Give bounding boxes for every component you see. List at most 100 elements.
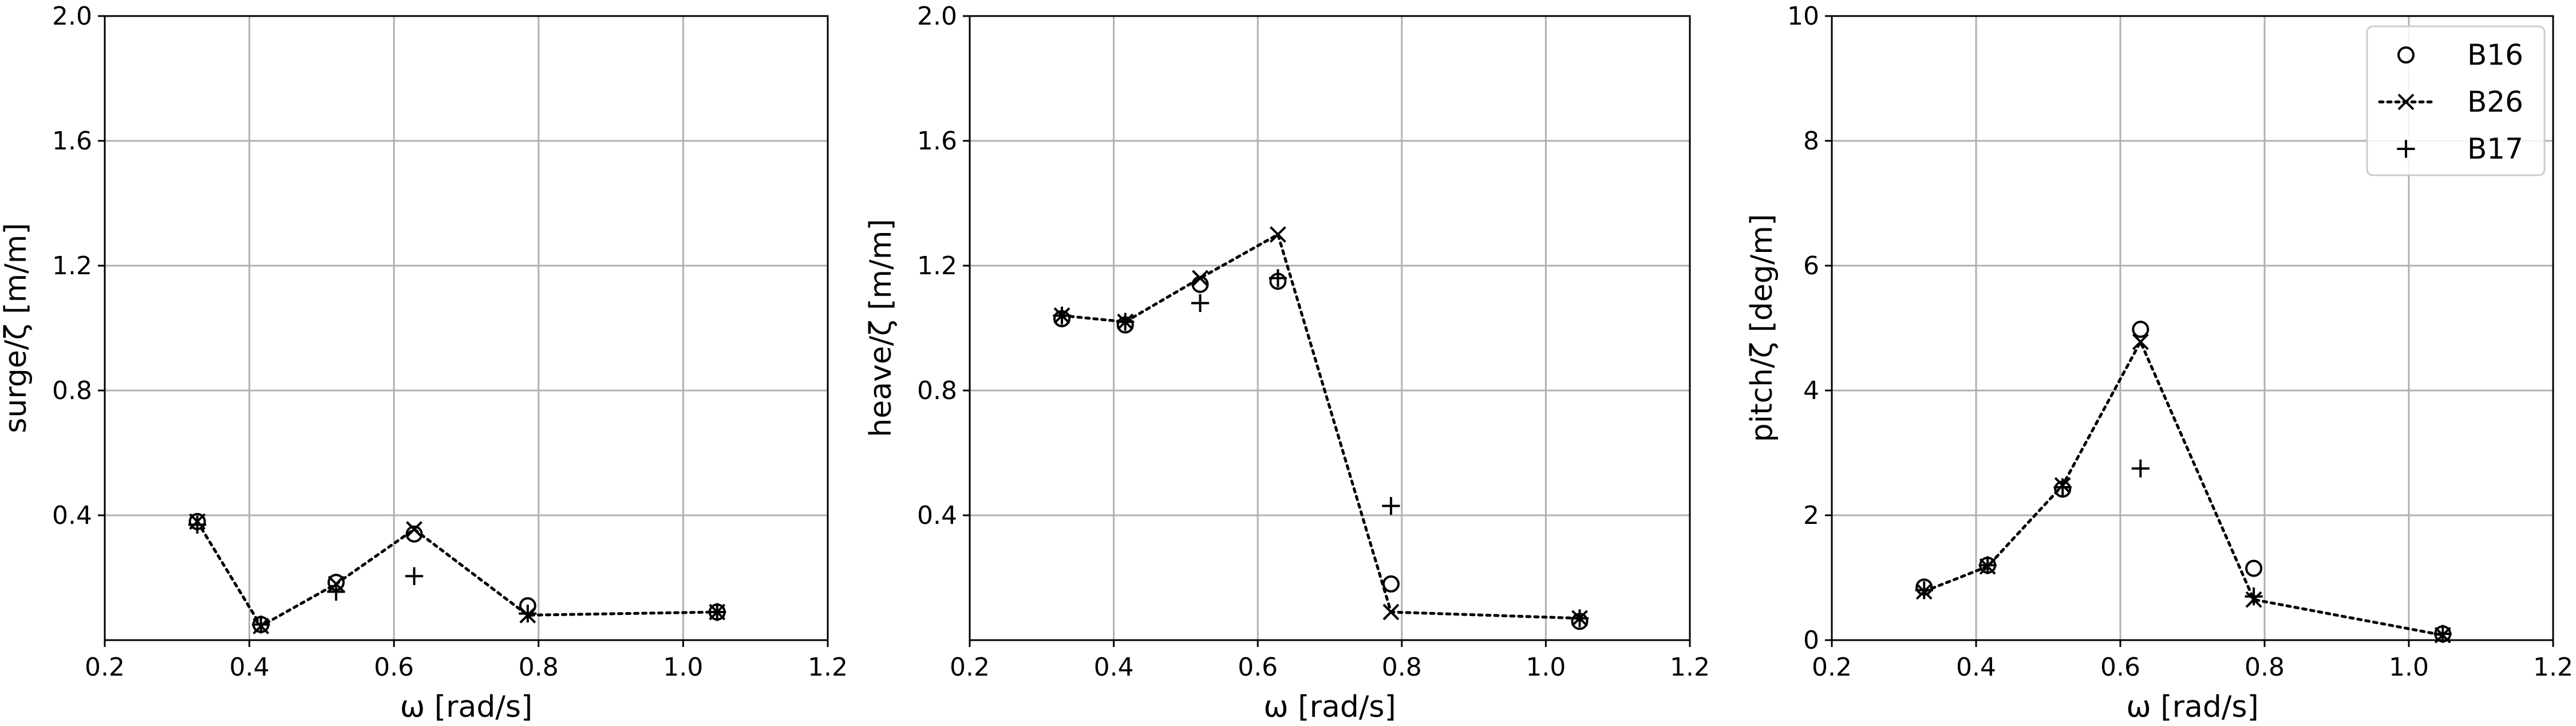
- y-tick-label: 1.6: [52, 127, 92, 156]
- axes-frame: [1831, 15, 2554, 641]
- legend-marker-b16-circle: [2397, 46, 2415, 64]
- data-point-b26-3: [406, 521, 422, 538]
- y-tick-label: 0.4: [917, 501, 957, 530]
- y-tick-label: 4: [1803, 376, 1819, 405]
- data-point-b26-4: [1382, 603, 1400, 621]
- legend-label-b26: B26: [2467, 85, 2523, 119]
- x-tick-label: 1.0: [1526, 653, 1566, 682]
- data-point-b26-3-stroke-b: [2132, 333, 2149, 350]
- axes-frame: [969, 15, 1691, 641]
- x-tick-label: 0.4: [230, 653, 270, 682]
- data-point-b17-0: [1915, 581, 1933, 599]
- y-tick-label: 2.0: [52, 2, 92, 31]
- data-point-b16-4: [2245, 559, 2263, 577]
- x-tick-label: 0.6: [2100, 653, 2140, 682]
- series-b26: [1915, 333, 2451, 644]
- grid: [104, 15, 829, 640]
- series-line-b26: [1060, 232, 1582, 620]
- x-tick-label: 0.6: [374, 653, 414, 682]
- data-point-b16-4: [1382, 575, 1400, 593]
- series-b16: [1053, 273, 1589, 630]
- series-line-b26: [196, 520, 719, 628]
- data-point-b17-5: [708, 603, 726, 621]
- y-tick-label: 0: [1803, 626, 1819, 655]
- legend-marker-b16: [2397, 46, 2415, 64]
- x-tick-label: 1.2: [1670, 653, 1710, 682]
- x-axis-label: ω [rad/s]: [1263, 690, 1396, 724]
- x-tick-label: 0.8: [2245, 653, 2285, 682]
- data-point-b16-3: [2132, 321, 2150, 338]
- data-point-b26-3-stroke-b: [1270, 226, 1286, 243]
- data-point-b17-2: [327, 582, 345, 601]
- chart-panel-3: 0.2 0.4 0.6 0.8 1.0 1.2 0 2 4 6 8 10 ω [rad/s] pitch/…: [1745, 2, 2573, 724]
- legend-label-b16: B16: [2467, 38, 2523, 72]
- x-tick-label: 0.2: [85, 653, 125, 682]
- chart-panel-1: 0.2 0.4 0.6 0.8 1.0 1.2 0.4 0.8 1.2 1.6 2.0 ω [rad/…: [0, 2, 848, 724]
- data-point-b17-3: [2131, 459, 2150, 478]
- series-b17: [1053, 269, 1589, 628]
- x-tick-label: 0.2: [1812, 653, 1852, 682]
- grid: [969, 15, 1691, 640]
- series-b26: [189, 513, 726, 634]
- data-point-b16-4-circle: [2245, 559, 2263, 577]
- series-b16: [1915, 321, 2452, 643]
- y-tick-label: 0.8: [52, 376, 92, 405]
- legend-box: [2366, 25, 2546, 176]
- data-point-b17-1: [1116, 313, 1135, 331]
- data-point-b26-3-stroke-b: [406, 521, 422, 538]
- x-tick-label: 0.8: [1382, 653, 1422, 682]
- x-tick-label: 1.2: [2533, 653, 2573, 682]
- y-tick-label: 2: [1803, 501, 1819, 530]
- y-axis-label: pitch/ζ [deg/m]: [1745, 214, 1779, 442]
- legend: B16 B26 B17: [2366, 25, 2546, 176]
- y-tick-label: 1.6: [917, 127, 957, 156]
- x-tick-label: 0.4: [1094, 653, 1134, 682]
- y-tick-label: 1.2: [52, 251, 92, 281]
- y-axis-label: heave/ζ [m/m]: [864, 219, 898, 437]
- series-line-b26: [1922, 338, 2444, 637]
- x-tick-label: 1.0: [2389, 653, 2429, 682]
- y-tick-label: 10: [1787, 2, 1819, 31]
- y-axis-label: surge/ζ [m/m]: [0, 223, 33, 433]
- y-tick-label: 8: [1803, 127, 1819, 156]
- legend-marker-b17: [2397, 140, 2415, 158]
- y-tick-label: 2.0: [917, 2, 957, 31]
- x-tick-label: 0.2: [950, 653, 990, 682]
- data-point-b26-2: [1192, 270, 1208, 287]
- data-point-b17-2: [2053, 478, 2072, 496]
- x-tick-label: 0.4: [1956, 653, 1996, 682]
- data-point-b16-4-circle: [1382, 575, 1400, 593]
- chart-panel-2: 0.2 0.4 0.6 0.8 1.0 1.2 0.4 0.8 1.2 1.6 2.0 ω [rad/…: [864, 2, 1710, 724]
- data-point-b17-4: [1382, 497, 1400, 515]
- x-axis-label: ω [rad/s]: [400, 690, 533, 724]
- data-point-b26-3: [1270, 226, 1286, 243]
- x-tick-label: 1.0: [663, 653, 703, 682]
- x-axis-label: ω [rad/s]: [2126, 690, 2259, 724]
- data-point-b16-3-circle: [2132, 321, 2150, 338]
- data-point-b17-0: [188, 515, 207, 534]
- series-b26: [1053, 226, 1588, 627]
- data-point-b17-3: [405, 567, 424, 585]
- x-tick-label: 0.8: [519, 653, 559, 682]
- data-point-b26-3: [2132, 333, 2149, 350]
- x-tick-label: 1.2: [808, 653, 848, 682]
- data-point-b17-1: [1978, 556, 1997, 574]
- data-point-b17-5: [1570, 609, 1589, 628]
- data-point-b26-2-stroke-b: [1192, 270, 1208, 287]
- data-point-b17-4: [2245, 587, 2263, 606]
- legend-marker-b26-stroke-b: [2397, 93, 2415, 111]
- y-tick-label: 6: [1803, 251, 1819, 281]
- data-point-b17-1: [252, 615, 270, 634]
- axes-frame: [104, 15, 829, 641]
- legend-label-b17: B17: [2467, 132, 2523, 165]
- data-point-b17-2: [1191, 294, 1210, 312]
- y-tick-label: 0.8: [917, 376, 957, 405]
- data-point-b17-4: [519, 605, 537, 623]
- data-point-b26-4-stroke-b: [1382, 603, 1400, 621]
- legend-marker-b26: [2397, 93, 2415, 111]
- data-point-b17-0: [1053, 306, 1071, 325]
- y-tick-label: 1.2: [917, 251, 957, 281]
- x-tick-label: 0.6: [1238, 653, 1278, 682]
- y-tick-label: 0.4: [52, 501, 92, 530]
